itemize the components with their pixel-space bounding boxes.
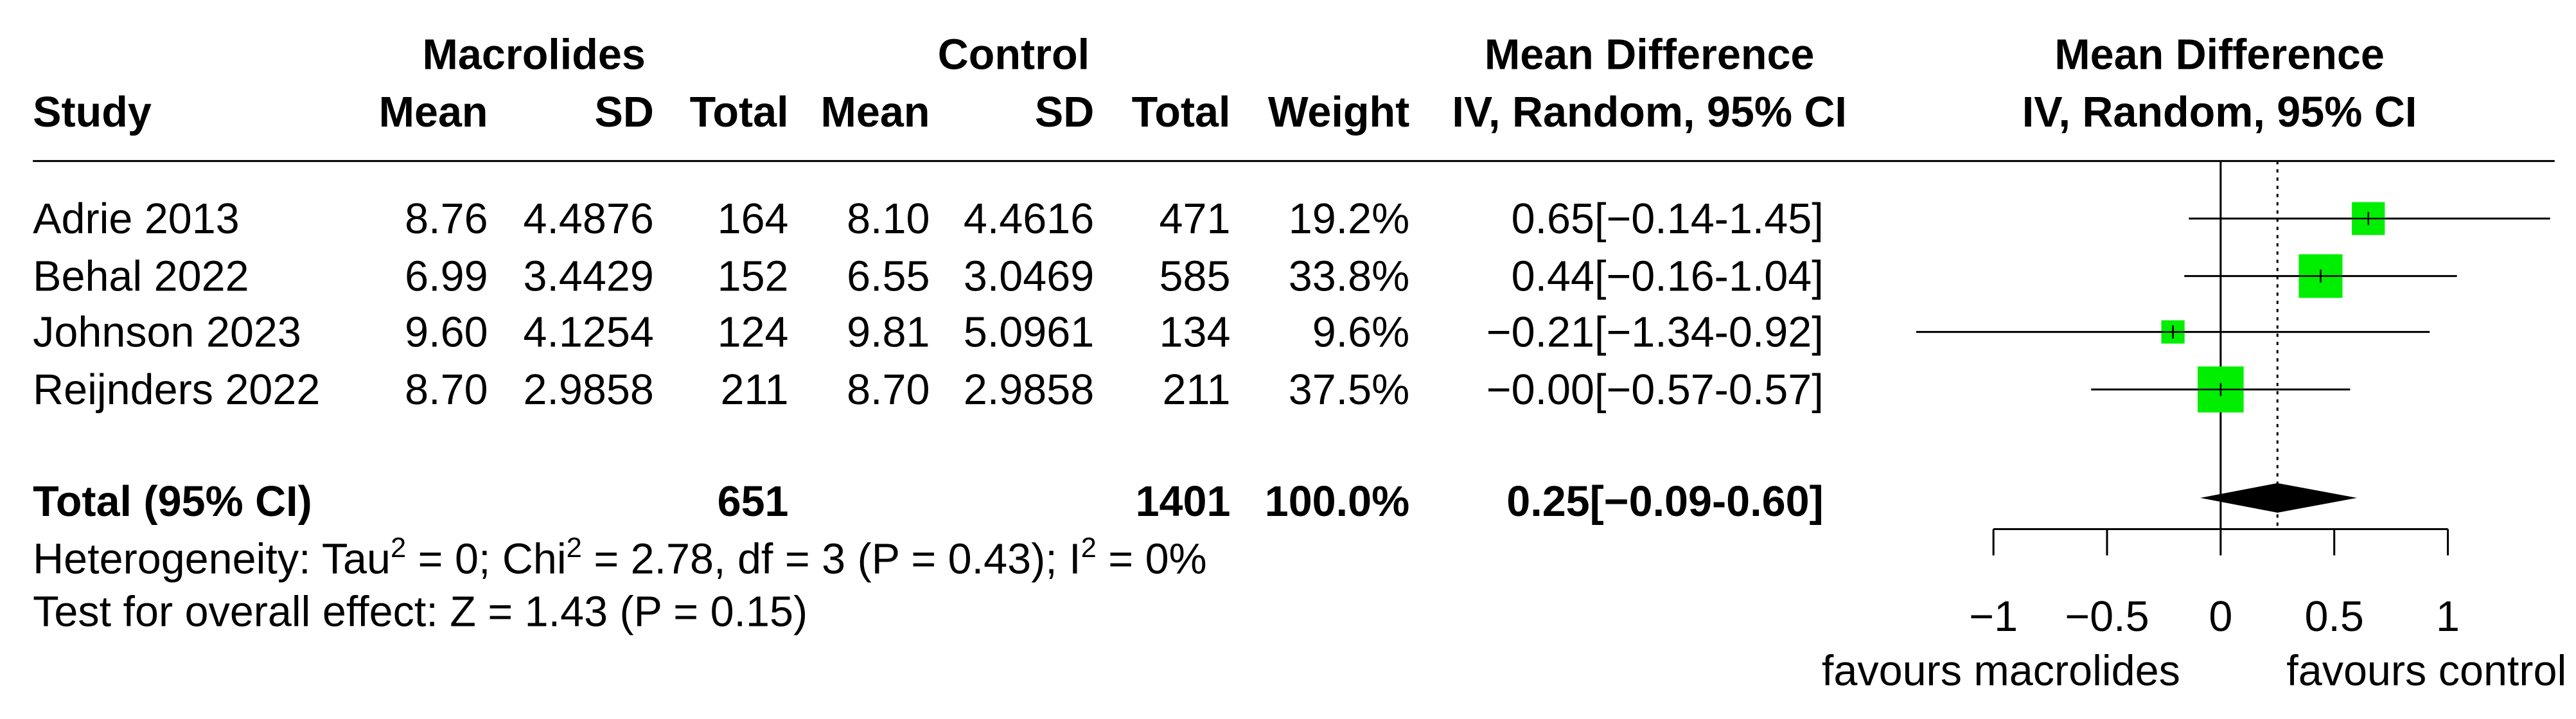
ci-label: 0.65[−0.14-1.45] [1512,195,1824,243]
total-cell: 1401 [1136,478,1231,526]
weight: 19.2% [1289,195,1410,243]
total-label: Total (95% CI) [33,478,312,526]
cell: 2.9858 [964,366,1094,414]
cell: 9.60 [405,309,488,357]
weight: 37.5% [1289,366,1410,414]
total-weight: 100.0% [1265,478,1410,526]
weight: 9.6% [1312,309,1410,357]
cell: 471 [1160,195,1231,243]
group-header: Macrolides [422,31,645,78]
cell: 3.0469 [964,253,1094,301]
column-header: Study [33,89,152,136]
cell: 585 [1160,253,1231,301]
cell: 2.9858 [523,366,653,414]
plot-header: Mean Difference [2054,31,2385,78]
group-header: Control [938,31,1090,78]
heterogeneity-part: = 0; Chi [406,536,566,583]
cell: 9.81 [847,309,930,357]
column-header: Mean [379,89,488,136]
cell: 8.70 [847,366,930,414]
x-tick-label: −0.5 [2065,593,2149,641]
cell: 4.4876 [523,195,653,243]
total-cell: 651 [718,478,789,526]
cell: 6.55 [847,253,930,301]
heterogeneity-part: = 2.78, df = 3 (P = 0.43); I [582,536,1081,583]
cell: 4.4616 [964,195,1094,243]
cell: 124 [718,309,789,357]
cell: 4.1254 [523,309,653,357]
pooled-diamond [2200,483,2358,513]
heterogeneity-part: Heterogeneity: Tau [33,536,391,583]
column-header: Mean [821,89,930,136]
ci-label: −0.00[−0.57-0.57] [1486,366,1824,414]
column-header: Weight [1268,89,1409,136]
cell: 152 [718,253,789,301]
x-tick-label: 0.5 [2304,593,2363,641]
ci-header: IV, Random, 95% CI [1452,89,1847,136]
study-name: Johnson 2023 [33,309,301,357]
superscript: 2 [1081,533,1097,564]
heterogeneity: Heterogeneity: Tau2 = 0; Chi2 = 2.78, df… [33,533,1207,583]
x-label-left: favours macrolides [1822,647,2180,695]
ci-label: −0.21[−1.34-0.92] [1486,309,1824,357]
cell: 164 [718,195,789,243]
ci-label: 0.44[−0.16-1.04] [1512,253,1824,301]
study-name: Reijnders 2022 [33,366,320,414]
plot-header: IV, Random, 95% CI [2022,89,2417,136]
cell: 6.99 [405,253,488,301]
ci-header: Mean Difference [1485,31,1815,78]
cell: 8.76 [405,195,488,243]
superscript: 2 [391,533,406,564]
overall-effect: Test for overall effect: Z = 1.43 (P = 0… [33,588,807,635]
x-label-right: favours control [2286,647,2566,695]
study-name: Adrie 2013 [33,195,240,243]
column-header: SD [594,89,653,136]
cell: 211 [721,366,789,414]
total-ci-label: 0.25[−0.09-0.60] [1506,478,1823,526]
cell: 211 [1162,366,1230,414]
column-header: Total [690,89,789,136]
superscript: 2 [567,533,582,564]
heterogeneity-part: = 0% [1097,536,1207,583]
x-tick-label: −1 [1969,593,2018,641]
column-header: Total [1132,89,1231,136]
weight: 33.8% [1289,253,1410,301]
cell: 8.70 [405,366,488,414]
x-tick-label: 1 [2436,593,2460,641]
x-tick-label: 0 [2209,593,2232,641]
cell: 5.0961 [964,309,1094,357]
cell: 3.4429 [523,253,653,301]
cell: 134 [1160,309,1231,357]
cell: 8.10 [847,195,930,243]
study-name: Behal 2022 [33,253,249,301]
column-header: SD [1035,89,1094,136]
